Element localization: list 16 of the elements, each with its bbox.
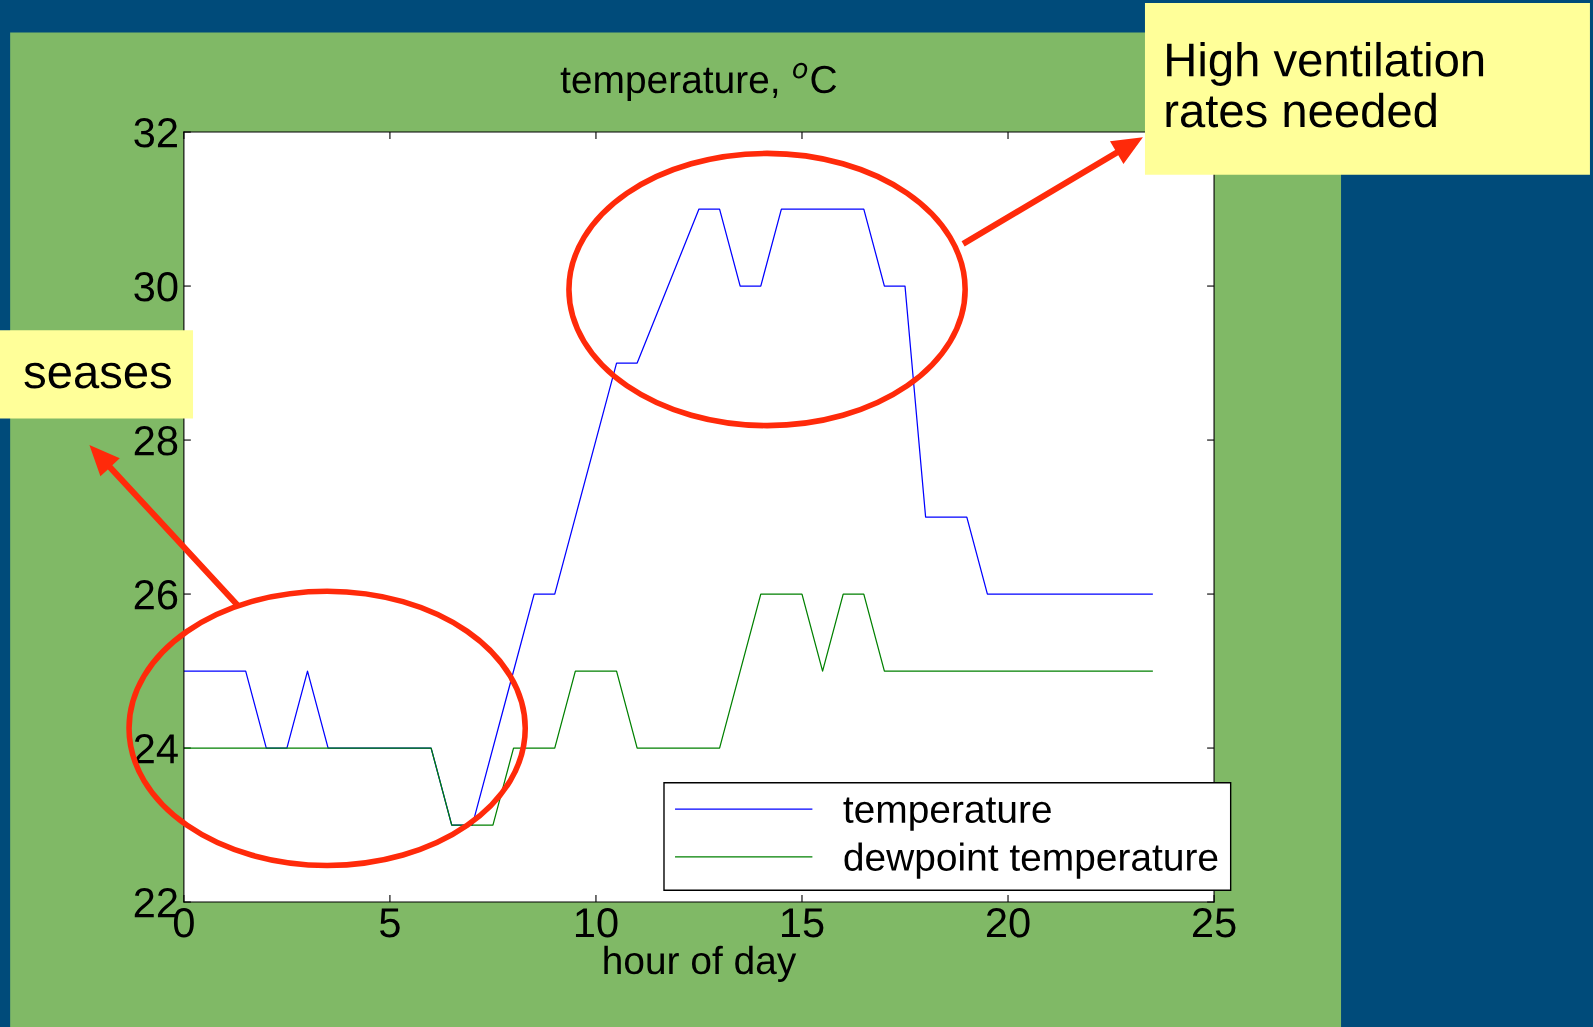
x-tick-label: 25 (1192, 908, 1236, 938)
x-tick-label: 20 (986, 908, 1030, 938)
y-tick-label: 32 (134, 118, 177, 148)
legend-label: temperature (843, 797, 1051, 831)
y-tick-label: 28 (134, 426, 178, 456)
x-tick-label: 15 (781, 908, 824, 938)
x-tick-label: 5 (380, 908, 400, 938)
chart-title: temperature, $^{o}$C (560, 62, 837, 102)
x-axis-title: hour of day (604, 945, 797, 983)
y-tick-label: 26 (134, 580, 178, 610)
legend-label: dewpoint temperature (844, 842, 1218, 879)
text: High ventilation rates needed (1166, 41, 1484, 128)
x-tick-label: 10 (575, 908, 618, 938)
y-tick-label: 24 (134, 734, 178, 764)
y-tick-label: 30 (134, 272, 178, 302)
text: seases (24, 362, 172, 389)
